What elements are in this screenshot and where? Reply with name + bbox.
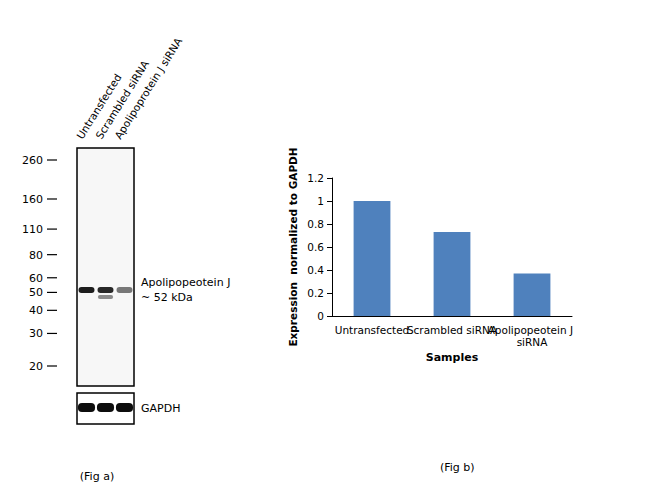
- svg-text:20: 20: [29, 360, 43, 373]
- svg-text:60: 60: [29, 272, 43, 285]
- svg-text:110: 110: [22, 223, 43, 236]
- svg-text:0.6: 0.6: [307, 241, 324, 253]
- svg-text:50: 50: [29, 286, 43, 299]
- svg-text:0.4: 0.4: [307, 264, 324, 276]
- svg-text:Apolipoprotein J siRNA: Apolipoprotein J siRNA: [112, 35, 185, 141]
- svg-text:(Fig a): (Fig a): [80, 470, 114, 483]
- svg-text:0: 0: [317, 310, 324, 322]
- svg-text:80: 80: [29, 249, 43, 262]
- svg-text:Apolipopeotein J: Apolipopeotein J: [141, 276, 230, 289]
- svg-text:160: 160: [22, 193, 43, 206]
- svg-text:30: 30: [29, 327, 43, 340]
- svg-text:siRNA: siRNA: [517, 336, 549, 348]
- svg-text:0.2: 0.2: [307, 287, 324, 299]
- svg-text:1: 1: [317, 195, 324, 207]
- svg-text:Expression normalized to GAPD: Expression normalized to GAPDH: [287, 147, 299, 346]
- svg-text:Scrambled siRNA: Scrambled siRNA: [407, 324, 498, 336]
- svg-text:0.8: 0.8: [307, 218, 324, 230]
- svg-text:Apolipopeotein J: Apolipopeotein J: [488, 324, 577, 336]
- svg-text:40: 40: [29, 304, 43, 317]
- svg-text:Samples: Samples: [426, 351, 479, 364]
- svg-text:~ 52 kDa: ~ 52 kDa: [141, 291, 193, 304]
- svg-text:Untransfected: Untransfected: [335, 324, 410, 336]
- svg-text:260: 260: [22, 154, 43, 167]
- svg-text:(Fig b): (Fig b): [440, 461, 475, 474]
- svg-text:Untransfected: Untransfected: [74, 71, 124, 142]
- svg-text:GAPDH: GAPDH: [141, 402, 180, 415]
- svg-text:1.2: 1.2: [307, 172, 324, 184]
- svg-text:Scrambled siRNA: Scrambled siRNA: [93, 58, 151, 142]
